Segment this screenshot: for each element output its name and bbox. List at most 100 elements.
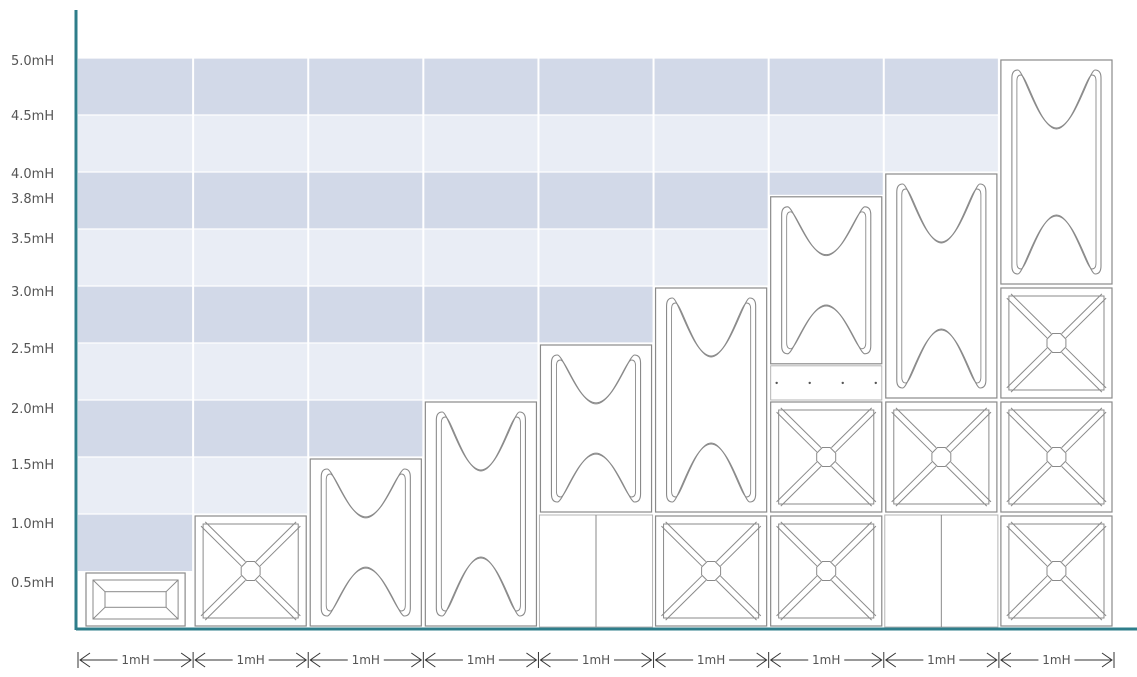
x-panel (194, 515, 307, 627)
x-axis-label: 1mH (352, 653, 380, 667)
panel-curved-inner (325, 473, 406, 612)
x-arrow-left (769, 652, 781, 668)
panel-inner-frame (778, 523, 875, 619)
panel-brace-line (1010, 465, 1052, 507)
panel-brace-line (665, 579, 707, 621)
panel-brace-line (835, 411, 877, 453)
panel-curved-inner (555, 359, 637, 498)
x-arrow-left (884, 652, 897, 668)
x-axis-label: 1mH (582, 653, 610, 667)
panel-brace-line (946, 465, 988, 507)
panel-inner-frame (778, 409, 875, 505)
panel-curved-inner (901, 188, 982, 384)
panel-brace-line (1010, 351, 1052, 393)
panel-frame (885, 401, 998, 513)
y-axis-label: 1.5mH (11, 458, 54, 473)
panel-hub (1046, 447, 1067, 467)
panel-brace-line (1065, 461, 1107, 503)
panel-brace-line (950, 461, 992, 503)
y-axis-label: 3.5mH (11, 232, 54, 247)
x-panel (885, 401, 998, 513)
panel-brace-line (259, 525, 301, 567)
panel-brace-line (661, 575, 703, 617)
x-arrow-right (180, 652, 192, 668)
x-arrow-left (424, 652, 436, 668)
panel-brace-line (204, 579, 246, 621)
y-axis-label: 2.5mH (11, 342, 54, 357)
panel-brace-line (1061, 351, 1103, 393)
panel-brace-line (1061, 293, 1103, 335)
panel-column (1000, 59, 1113, 627)
background-band (78, 58, 1114, 115)
panel-brace-line (165, 606, 179, 620)
panel-frame (1000, 287, 1113, 399)
x-panel (1000, 515, 1113, 627)
panel-brace-line (891, 461, 933, 503)
panel-brace-line (255, 521, 297, 563)
panel-column (654, 287, 768, 627)
panel-curved-inner (440, 416, 521, 612)
x-panel (770, 515, 883, 627)
x-arrow-right (295, 652, 308, 668)
x-arrow-right (1101, 652, 1113, 668)
panel-curved-inner (1016, 74, 1097, 270)
x-arrow-right (756, 652, 768, 668)
panel-inner-frame (1008, 295, 1105, 391)
x-arrow-right (411, 652, 423, 668)
y-axis-label: 3.8mH (11, 192, 54, 207)
curved-panel (654, 287, 768, 513)
panel-frame (309, 458, 422, 627)
panel-brace-line (715, 521, 757, 563)
panel-column (884, 173, 999, 628)
panel-brace-line (1010, 579, 1052, 621)
panel-column (538, 344, 654, 628)
panel-column (309, 458, 422, 627)
panel-inner-frame (92, 579, 179, 620)
panel-brace-line (715, 579, 757, 621)
y-axis-label: 4.0mH (11, 167, 54, 182)
spacer-dot (874, 381, 877, 385)
panel-brace-line (835, 525, 877, 567)
panel-brace-line (165, 579, 179, 593)
panel-hub (240, 561, 261, 581)
panel-brace-line (780, 465, 822, 507)
panel-column (424, 401, 538, 627)
x-panel (654, 515, 768, 627)
panel-frame (770, 196, 883, 365)
panel-brace-line (776, 461, 818, 503)
panel-brace-line (831, 407, 873, 449)
panel-brace-line (776, 411, 818, 453)
x-arrow-right (986, 652, 998, 668)
x-panel (1000, 401, 1113, 513)
split-panel (538, 514, 654, 628)
x-axis-label: 1mH (236, 653, 264, 667)
spacer-dot (775, 381, 778, 385)
panel-frame (1000, 59, 1113, 285)
panel-hub (1046, 561, 1067, 581)
panel-brace-line (661, 525, 703, 567)
x-axis-label: 1mH (121, 653, 149, 667)
panel-brace-line (1061, 521, 1103, 563)
curved-panel (885, 173, 998, 399)
panel-brace-line (720, 525, 762, 567)
panel-brace-line (831, 521, 873, 563)
x-arrow-right (871, 652, 883, 668)
curved-panel (539, 344, 653, 513)
panel-brace-line (1010, 407, 1052, 449)
y-axis-label: 2.0mH (11, 402, 54, 417)
panel-brace-line (1006, 525, 1048, 567)
x-panel (770, 401, 883, 513)
curved-panel (1000, 59, 1113, 285)
panel-brace-line (1061, 579, 1103, 621)
x-arrow-right (641, 652, 653, 668)
spacer-dot (808, 381, 811, 385)
panel-brace-line (1061, 465, 1103, 507)
panel-brace-line (895, 465, 937, 507)
x-arrow-left (194, 652, 206, 668)
panel-frame (539, 344, 653, 513)
panel-columns (78, 58, 1114, 629)
panel-hub (816, 561, 837, 581)
panel-brace-line (891, 411, 933, 453)
